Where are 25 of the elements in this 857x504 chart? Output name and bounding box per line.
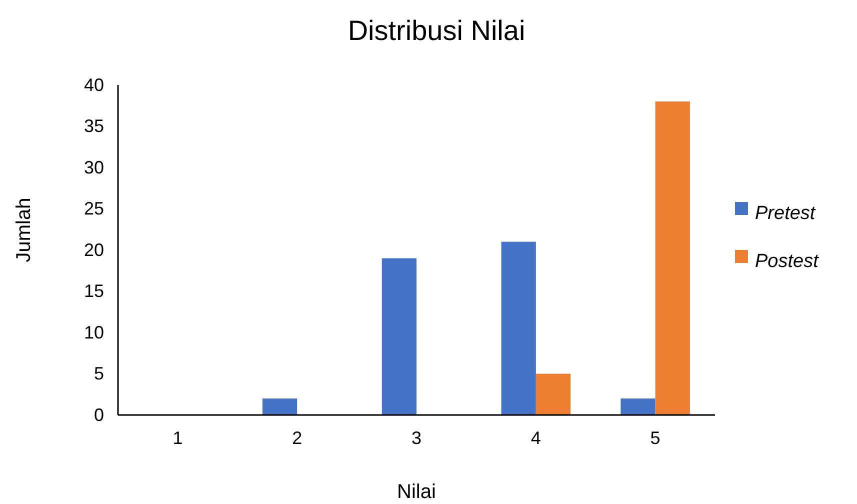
legend-label: Pretest <box>755 203 816 224</box>
chart-title: Distribusi Nilai <box>348 15 526 46</box>
bar <box>655 102 690 415</box>
bar <box>536 374 571 415</box>
x-tick-label: 5 <box>650 428 660 448</box>
legend-label: Postest <box>755 251 820 272</box>
x-tick-label: 1 <box>172 428 183 448</box>
y-tick-label: 20 <box>84 240 104 260</box>
y-tick-label: 40 <box>84 74 104 95</box>
bar <box>620 398 656 415</box>
y-tick-label: 25 <box>84 198 104 219</box>
x-tick-label: 3 <box>411 428 422 448</box>
bar <box>262 398 298 415</box>
y-axis-title: Jumlah <box>13 198 35 262</box>
y-tick-label: 15 <box>84 281 104 302</box>
y-tick-label: 0 <box>94 404 104 425</box>
bar <box>382 258 416 415</box>
y-tick-label: 35 <box>84 116 104 136</box>
y-tick-label: 10 <box>84 322 104 342</box>
x-axis-title: Nilai <box>397 481 436 503</box>
y-tick-label: 30 <box>84 157 104 178</box>
y-tick-label: 5 <box>94 364 104 384</box>
x-tick-label: 2 <box>292 428 302 448</box>
bar <box>501 242 536 415</box>
x-tick-label: 4 <box>530 428 541 448</box>
